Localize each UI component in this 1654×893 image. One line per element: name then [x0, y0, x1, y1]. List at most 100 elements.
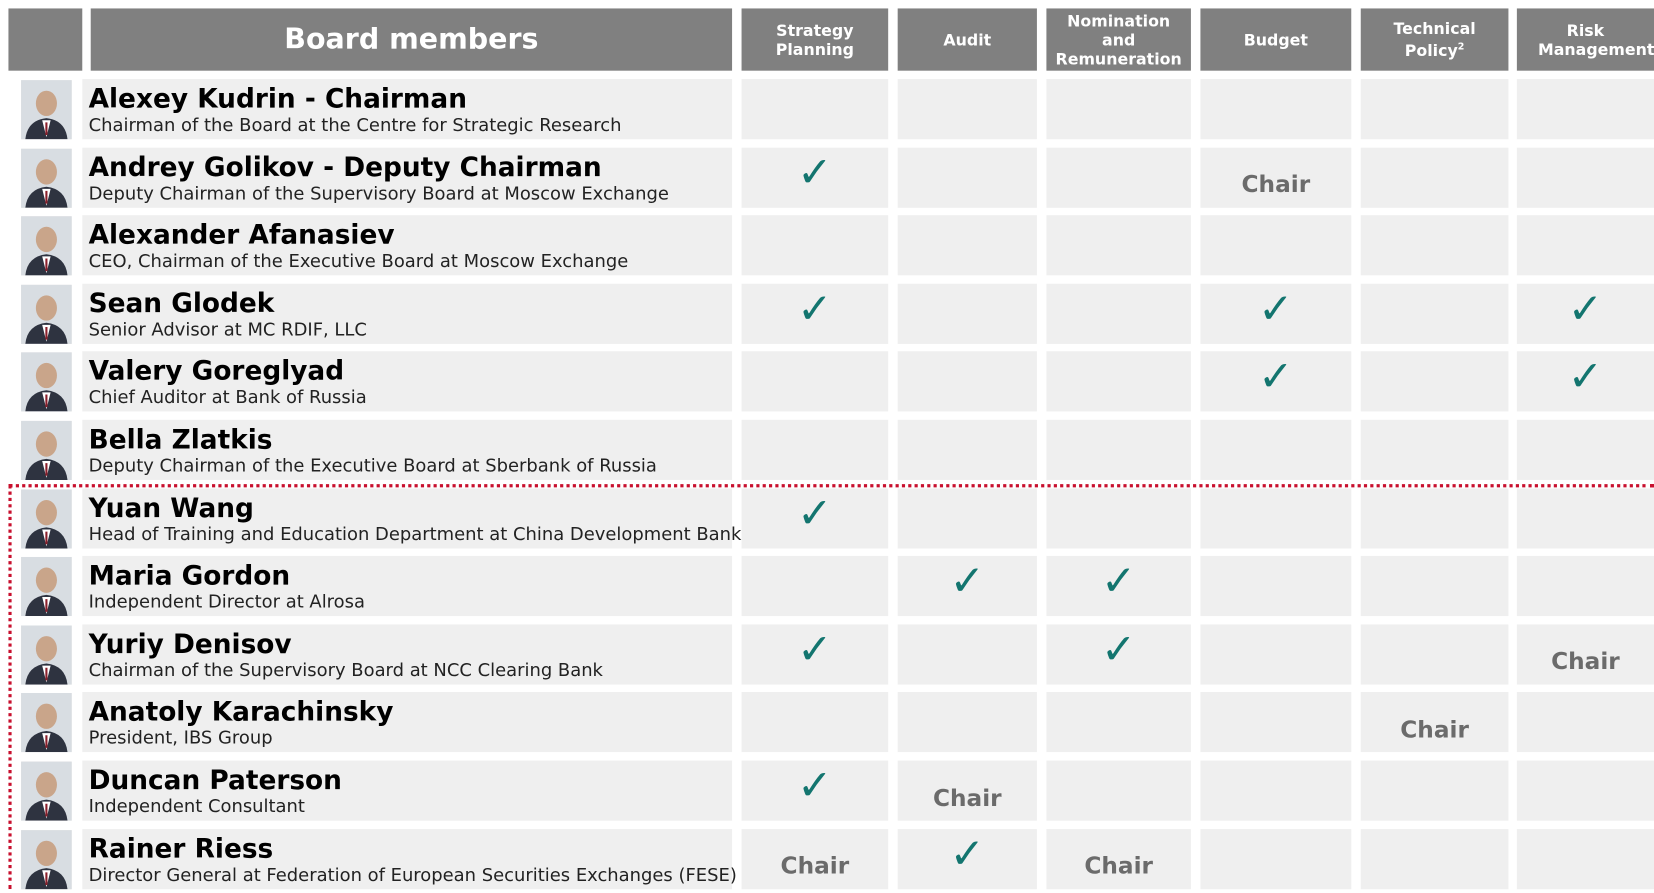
photo	[21, 420, 72, 480]
member-text: Andrey Golikov - Deputy Chairman Deputy C…	[89, 147, 732, 207]
committee-cell	[741, 215, 889, 276]
member-text: Valery Goreglyad Chief Auditor at Bank of…	[89, 352, 732, 412]
committee-cell	[1360, 828, 1509, 889]
committee-cell	[897, 692, 1037, 753]
member-position: President, IBS Group	[88, 728, 273, 750]
member-text: Yuriy Denisov Chairman of the Supervisory…	[89, 624, 732, 684]
checkmark: ✓	[797, 761, 833, 811]
committee-cell	[897, 351, 1037, 412]
member-cell: Alexey Kudrin - Chairman Chairman of the …	[82, 79, 733, 140]
member-position: Chief Auditor at Bank of Russia	[88, 387, 367, 409]
member-position: Deputy Chairman of the Executive Board a…	[88, 455, 657, 477]
photo	[21, 216, 72, 276]
committee-cell	[1360, 419, 1509, 480]
member-position: Deputy Chairman of the Supervisory Board…	[88, 183, 669, 205]
committee-label: Risk Management	[1538, 21, 1654, 59]
member-cell: Duncan Paterson Independent Consultant	[82, 760, 733, 821]
committee-cell	[897, 215, 1037, 276]
committee-cell	[1360, 79, 1509, 140]
member-name: Sean Glodek	[88, 287, 275, 319]
committee-cell	[741, 419, 889, 480]
committee-cell	[1046, 351, 1191, 412]
member-position: CEO, Chairman of the Executive Board at …	[88, 251, 629, 273]
chair-label: Chair	[1084, 853, 1153, 880]
committee-header: Budget	[1200, 8, 1352, 71]
committee-cell: ✓	[741, 487, 889, 549]
committee-label: Audit	[943, 30, 991, 49]
checkmark: ✓	[797, 284, 833, 334]
member-position: Chairman of the Supervisory Board at NCC…	[88, 660, 603, 682]
checkmark: ✓	[949, 557, 985, 606]
committee-cell: ✓	[741, 147, 889, 208]
member-name: Valery Goreglyad	[88, 355, 345, 387]
committee-cell	[1046, 692, 1191, 753]
photo	[21, 761, 72, 821]
committee-cell: Chair	[741, 828, 889, 889]
committee-cell	[741, 556, 889, 617]
committee-cell: ✓	[1046, 556, 1191, 617]
committee-cell	[741, 692, 889, 753]
checkmark: ✓	[1567, 352, 1604, 402]
committee-cell: Chair	[897, 760, 1037, 821]
committee-label: Strategy Planning	[747, 21, 882, 59]
committee-cell	[1360, 283, 1509, 344]
committee-cell	[1360, 351, 1509, 412]
photo-silhouette	[21, 420, 72, 480]
photo-silhouette	[21, 489, 72, 549]
checkmark: ✓	[1100, 557, 1137, 606]
photo	[21, 693, 72, 753]
checkmark: ✓	[1258, 284, 1294, 334]
committee-cell	[1200, 624, 1352, 685]
committee-header: Nomination and Remuneration	[1046, 8, 1191, 71]
committee-cell: Chair	[1360, 692, 1509, 753]
member-name: Alexander Afanasiev	[88, 219, 395, 251]
committee-cell	[897, 79, 1037, 140]
checkmark: ✓	[1100, 625, 1137, 674]
committee-cell	[1516, 419, 1654, 480]
photo-silhouette	[21, 625, 72, 685]
footnote-marker: 2	[1457, 42, 1465, 53]
committee-cell	[897, 487, 1037, 549]
committee-cell	[741, 79, 889, 140]
committee-cell	[1360, 760, 1509, 821]
member-position: Head of Training and Education Departmen…	[88, 523, 742, 545]
committee-cell: ✓	[1516, 283, 1654, 344]
member-text: Duncan Paterson Independent Consultant	[89, 761, 732, 821]
committee-cell: ✓	[897, 556, 1037, 617]
photo-silhouette	[21, 216, 72, 276]
photo	[21, 352, 72, 412]
committee-cell	[1200, 556, 1352, 617]
committee-name: Nomination and Remuneration	[1055, 11, 1182, 69]
member-cell: Alexander Afanasiev CEO, Chairman of the …	[82, 215, 733, 276]
member-text: Alexey Kudrin - Chairman Chairman of the …	[89, 79, 732, 139]
member-name: Bella Zlatkis	[88, 424, 273, 455]
photo	[21, 625, 72, 685]
chair-label: Chair	[1551, 649, 1620, 676]
member-cell: Anatoly Karachinsky President, IBS Group	[82, 692, 733, 753]
committee-cell	[1516, 828, 1654, 889]
photo-silhouette	[21, 352, 72, 412]
committee-header: Risk Management	[1516, 8, 1654, 71]
committee-header: Technical Policy2	[1360, 8, 1509, 71]
checkmark: ✓	[1258, 352, 1294, 402]
member-position: Independent Director at Alrosa	[88, 591, 365, 614]
member-name: Rainer Riess	[88, 832, 274, 864]
committee-label: Technical Policy2	[1387, 19, 1482, 60]
photo-silhouette	[21, 693, 72, 753]
photo	[21, 557, 72, 617]
photo-silhouette	[21, 80, 72, 140]
committee-cell	[897, 283, 1037, 344]
photo-silhouette	[21, 148, 72, 208]
committee-cell	[1200, 79, 1352, 140]
committee-cell	[1516, 147, 1654, 208]
committee-cell: Chair	[1046, 828, 1191, 889]
committee-name: Risk Management	[1537, 20, 1654, 59]
committee-cell	[1516, 760, 1654, 821]
committee-header: Audit	[897, 8, 1037, 71]
photo	[21, 489, 72, 549]
committee-cell	[897, 147, 1037, 208]
committee-cell	[897, 624, 1037, 685]
committee-cell	[1200, 419, 1352, 480]
